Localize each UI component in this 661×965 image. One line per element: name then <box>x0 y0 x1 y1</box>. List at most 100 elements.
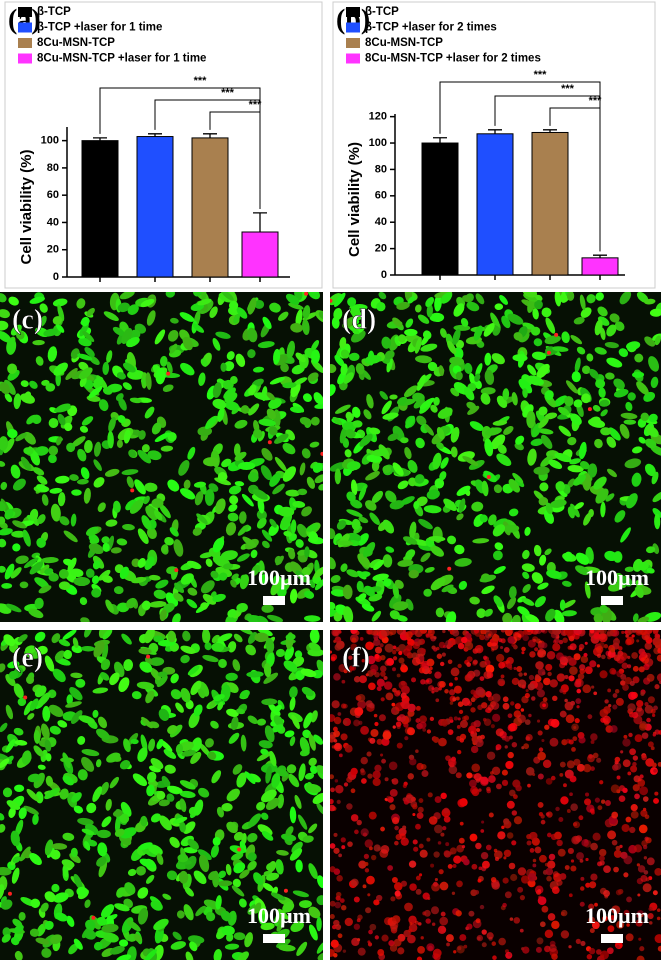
live-cell <box>649 308 661 317</box>
live-cell <box>180 688 191 703</box>
live-cell <box>244 932 254 948</box>
live-cell <box>0 722 8 733</box>
live-cell <box>13 924 24 934</box>
dead-cell <box>588 903 595 910</box>
live-cell <box>343 606 354 622</box>
dead-cell <box>637 779 646 787</box>
live-cell <box>277 908 289 920</box>
dead-cell <box>333 847 340 854</box>
live-cell <box>454 544 465 555</box>
live-cell <box>288 773 300 788</box>
significance-bracket <box>549 107 601 252</box>
dead-cell <box>439 681 446 688</box>
live-cell <box>76 298 86 309</box>
dead-cell <box>652 890 658 896</box>
dead-cell <box>490 724 495 729</box>
dead-cell <box>447 729 454 735</box>
live-cell <box>318 311 323 320</box>
live-cell <box>73 938 83 950</box>
dead-cell <box>522 630 528 635</box>
live-cell <box>619 423 630 439</box>
live-cell <box>38 585 52 594</box>
bar <box>581 257 619 276</box>
live-cell <box>34 577 50 589</box>
live-cell <box>50 849 61 860</box>
live-cell <box>228 485 242 495</box>
dead-cell <box>432 736 440 743</box>
live-cell <box>623 419 637 425</box>
live-cell <box>79 425 89 433</box>
dead-cell <box>376 894 383 902</box>
live-cell <box>7 369 20 381</box>
live-cell <box>418 518 433 530</box>
live-cell <box>13 393 22 410</box>
live-cell <box>236 602 248 613</box>
live-cell <box>521 613 534 622</box>
live-cell <box>493 484 503 494</box>
dead-cell <box>376 738 383 745</box>
dead-cell <box>641 754 647 761</box>
y-tick-label: 60 <box>375 190 387 202</box>
live-cell <box>123 362 136 373</box>
live-cell <box>645 425 659 438</box>
live-cell <box>1 934 11 943</box>
live-cell <box>554 292 562 307</box>
dead-cell <box>613 654 621 662</box>
dead-cell <box>594 902 598 907</box>
live-cell <box>48 445 59 456</box>
live-cell <box>334 404 351 414</box>
live-cell <box>330 528 336 540</box>
live-cell <box>13 683 24 699</box>
live-cell <box>304 546 310 558</box>
dead-cell <box>451 891 456 895</box>
error-bar <box>253 212 267 232</box>
dead-cell <box>387 865 393 871</box>
dead-cell <box>559 662 566 669</box>
live-cell <box>216 806 225 818</box>
dead-cell <box>438 737 447 747</box>
live-cell <box>127 732 139 745</box>
live-cell <box>53 362 68 376</box>
dead-cell <box>453 950 457 954</box>
dead-cell <box>468 910 475 917</box>
scale-label: 100µm <box>247 903 311 928</box>
live-cell <box>580 307 592 318</box>
live-cell <box>93 441 102 457</box>
dead-cell <box>374 764 382 772</box>
live-cell <box>161 775 171 788</box>
dead-cell <box>622 738 631 747</box>
live-cell <box>420 343 438 352</box>
live-cell <box>430 545 444 557</box>
live-cell <box>78 367 93 380</box>
error-bar <box>593 254 607 258</box>
dead-cell <box>350 814 359 822</box>
dead-cell <box>638 937 642 941</box>
dead-cell <box>537 773 544 780</box>
live-cell <box>497 444 507 454</box>
live-cell <box>62 865 69 878</box>
live-cell <box>534 300 543 310</box>
live-cell <box>537 582 549 590</box>
live-cell <box>179 780 196 790</box>
dead-cell <box>579 858 584 863</box>
dead-cell <box>516 666 523 672</box>
live-cell <box>57 492 66 507</box>
dead-cell <box>487 641 493 647</box>
dead-cell <box>585 882 591 888</box>
dead-cell <box>629 826 636 834</box>
dead-cell <box>434 796 442 803</box>
dead-cell <box>353 923 360 930</box>
live-cell <box>307 648 323 657</box>
y-tick-label: 0 <box>381 269 387 281</box>
live-cell <box>307 372 319 382</box>
dead-cell <box>590 733 598 741</box>
live-cell <box>436 426 445 440</box>
dead-cell <box>629 680 635 686</box>
live-cell <box>153 918 169 931</box>
dead-cell <box>340 837 346 843</box>
dead-cell <box>517 679 527 688</box>
dead-cell <box>570 859 575 863</box>
live-cell <box>164 537 174 546</box>
live-cell <box>141 515 152 530</box>
dead-cell <box>399 833 406 840</box>
